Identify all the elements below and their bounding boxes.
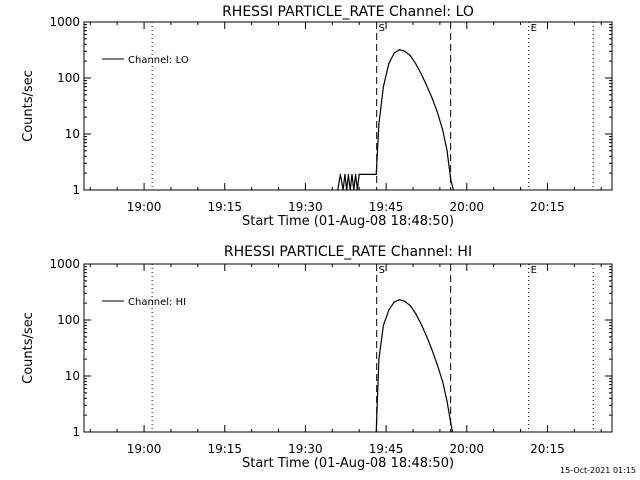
data-point — [393, 301, 395, 303]
data-point — [404, 300, 406, 302]
data-point — [342, 189, 344, 191]
y-tick-label: 100 — [57, 313, 80, 327]
x-tick-label: 19:45 — [369, 442, 404, 456]
data-point — [446, 400, 448, 403]
data-point — [431, 348, 433, 350]
x-tick-label: 19:30 — [288, 200, 323, 214]
y-tick-label: 10 — [65, 369, 80, 383]
x-tick-label: 19:15 — [207, 200, 242, 214]
data-point — [375, 173, 377, 175]
chart-panel: RHESSI PARTICLE_RATE Channel: HI Counts/s… — [21, 244, 613, 471]
data-point — [382, 86, 384, 88]
data-point — [404, 50, 406, 52]
data-point — [339, 173, 341, 175]
data-point — [337, 189, 339, 191]
data-point — [451, 431, 453, 433]
x-tick-label: 20:15 — [530, 200, 565, 214]
legend-label: Channel: LO — [128, 55, 189, 66]
data-point — [344, 173, 346, 175]
data-point — [420, 73, 422, 75]
data-point — [436, 364, 438, 366]
data-point — [346, 189, 348, 191]
y-axis-label: Counts/sec — [21, 70, 36, 142]
data-point — [446, 150, 448, 152]
chart-panel: RHESSI PARTICLE_RATE Channel: LO Counts/s… — [21, 4, 613, 229]
data-point — [420, 323, 422, 325]
data-point — [347, 173, 349, 175]
data-point — [436, 111, 438, 113]
plot-timestamp: 15-Oct-2021 01:15 — [560, 466, 636, 475]
data-point — [452, 189, 454, 191]
data-point — [425, 84, 427, 86]
data-point — [388, 309, 390, 311]
series-line — [375, 299, 453, 433]
data-point — [415, 313, 417, 315]
data-point — [353, 189, 355, 191]
data-point — [398, 299, 401, 301]
plot-frame — [83, 21, 613, 191]
data-point — [358, 173, 360, 175]
series-line — [337, 49, 454, 191]
marker-label: E — [531, 23, 537, 34]
x-tick-label: 19:00 — [127, 200, 162, 214]
data-point — [378, 123, 380, 125]
data-point — [442, 129, 444, 131]
data-point — [450, 421, 452, 423]
y-tick-label: 100 — [57, 71, 80, 85]
x-tick-label: 19:15 — [207, 442, 242, 456]
marker-label: E — [531, 265, 537, 276]
y-axis-label: Counts/sec — [21, 312, 36, 384]
data-point — [409, 55, 411, 57]
data-point — [393, 52, 395, 54]
data-point — [355, 173, 357, 175]
y-tick-label: 1 — [72, 183, 80, 197]
data-point — [382, 324, 384, 326]
data-point — [425, 335, 427, 337]
data-point — [415, 63, 417, 65]
legend-label: Channel: HI — [128, 297, 186, 308]
y-tick-label: 10 — [65, 127, 80, 141]
data-point — [351, 173, 353, 175]
data-point — [378, 358, 380, 360]
x-tick-label: 19:30 — [288, 442, 323, 456]
data-point — [431, 96, 433, 98]
x-tick-label: 20:15 — [530, 442, 565, 456]
data-point — [442, 380, 444, 382]
data-point — [398, 49, 401, 51]
x-tick-label: 19:00 — [127, 442, 162, 456]
marker-label: S — [379, 265, 385, 276]
plot-frame — [83, 263, 613, 433]
chart-title: RHESSI PARTICLE_RATE Channel: HI — [224, 244, 472, 260]
x-axis-label: Start Time (01-Aug-08 18:48:50) — [242, 456, 454, 471]
y-tick-label: 1 — [72, 425, 80, 439]
x-tick-label: 19:45 — [369, 200, 404, 214]
data-point — [356, 189, 358, 191]
data-point — [349, 189, 351, 191]
y-tick-label: 1000 — [49, 15, 80, 29]
x-axis-label: Start Time (01-Aug-08 18:48:50) — [242, 214, 454, 229]
y-tick-label: 1000 — [49, 257, 80, 271]
x-tick-label: 20:00 — [449, 200, 484, 214]
x-tick-label: 20:00 — [449, 442, 484, 456]
data-point — [388, 63, 390, 65]
data-point — [375, 431, 377, 433]
data-point — [450, 178, 452, 180]
marker-label: S — [379, 23, 385, 34]
data-point — [409, 305, 411, 307]
chart-title: RHESSI PARTICLE_RATE Channel: LO — [222, 4, 474, 20]
